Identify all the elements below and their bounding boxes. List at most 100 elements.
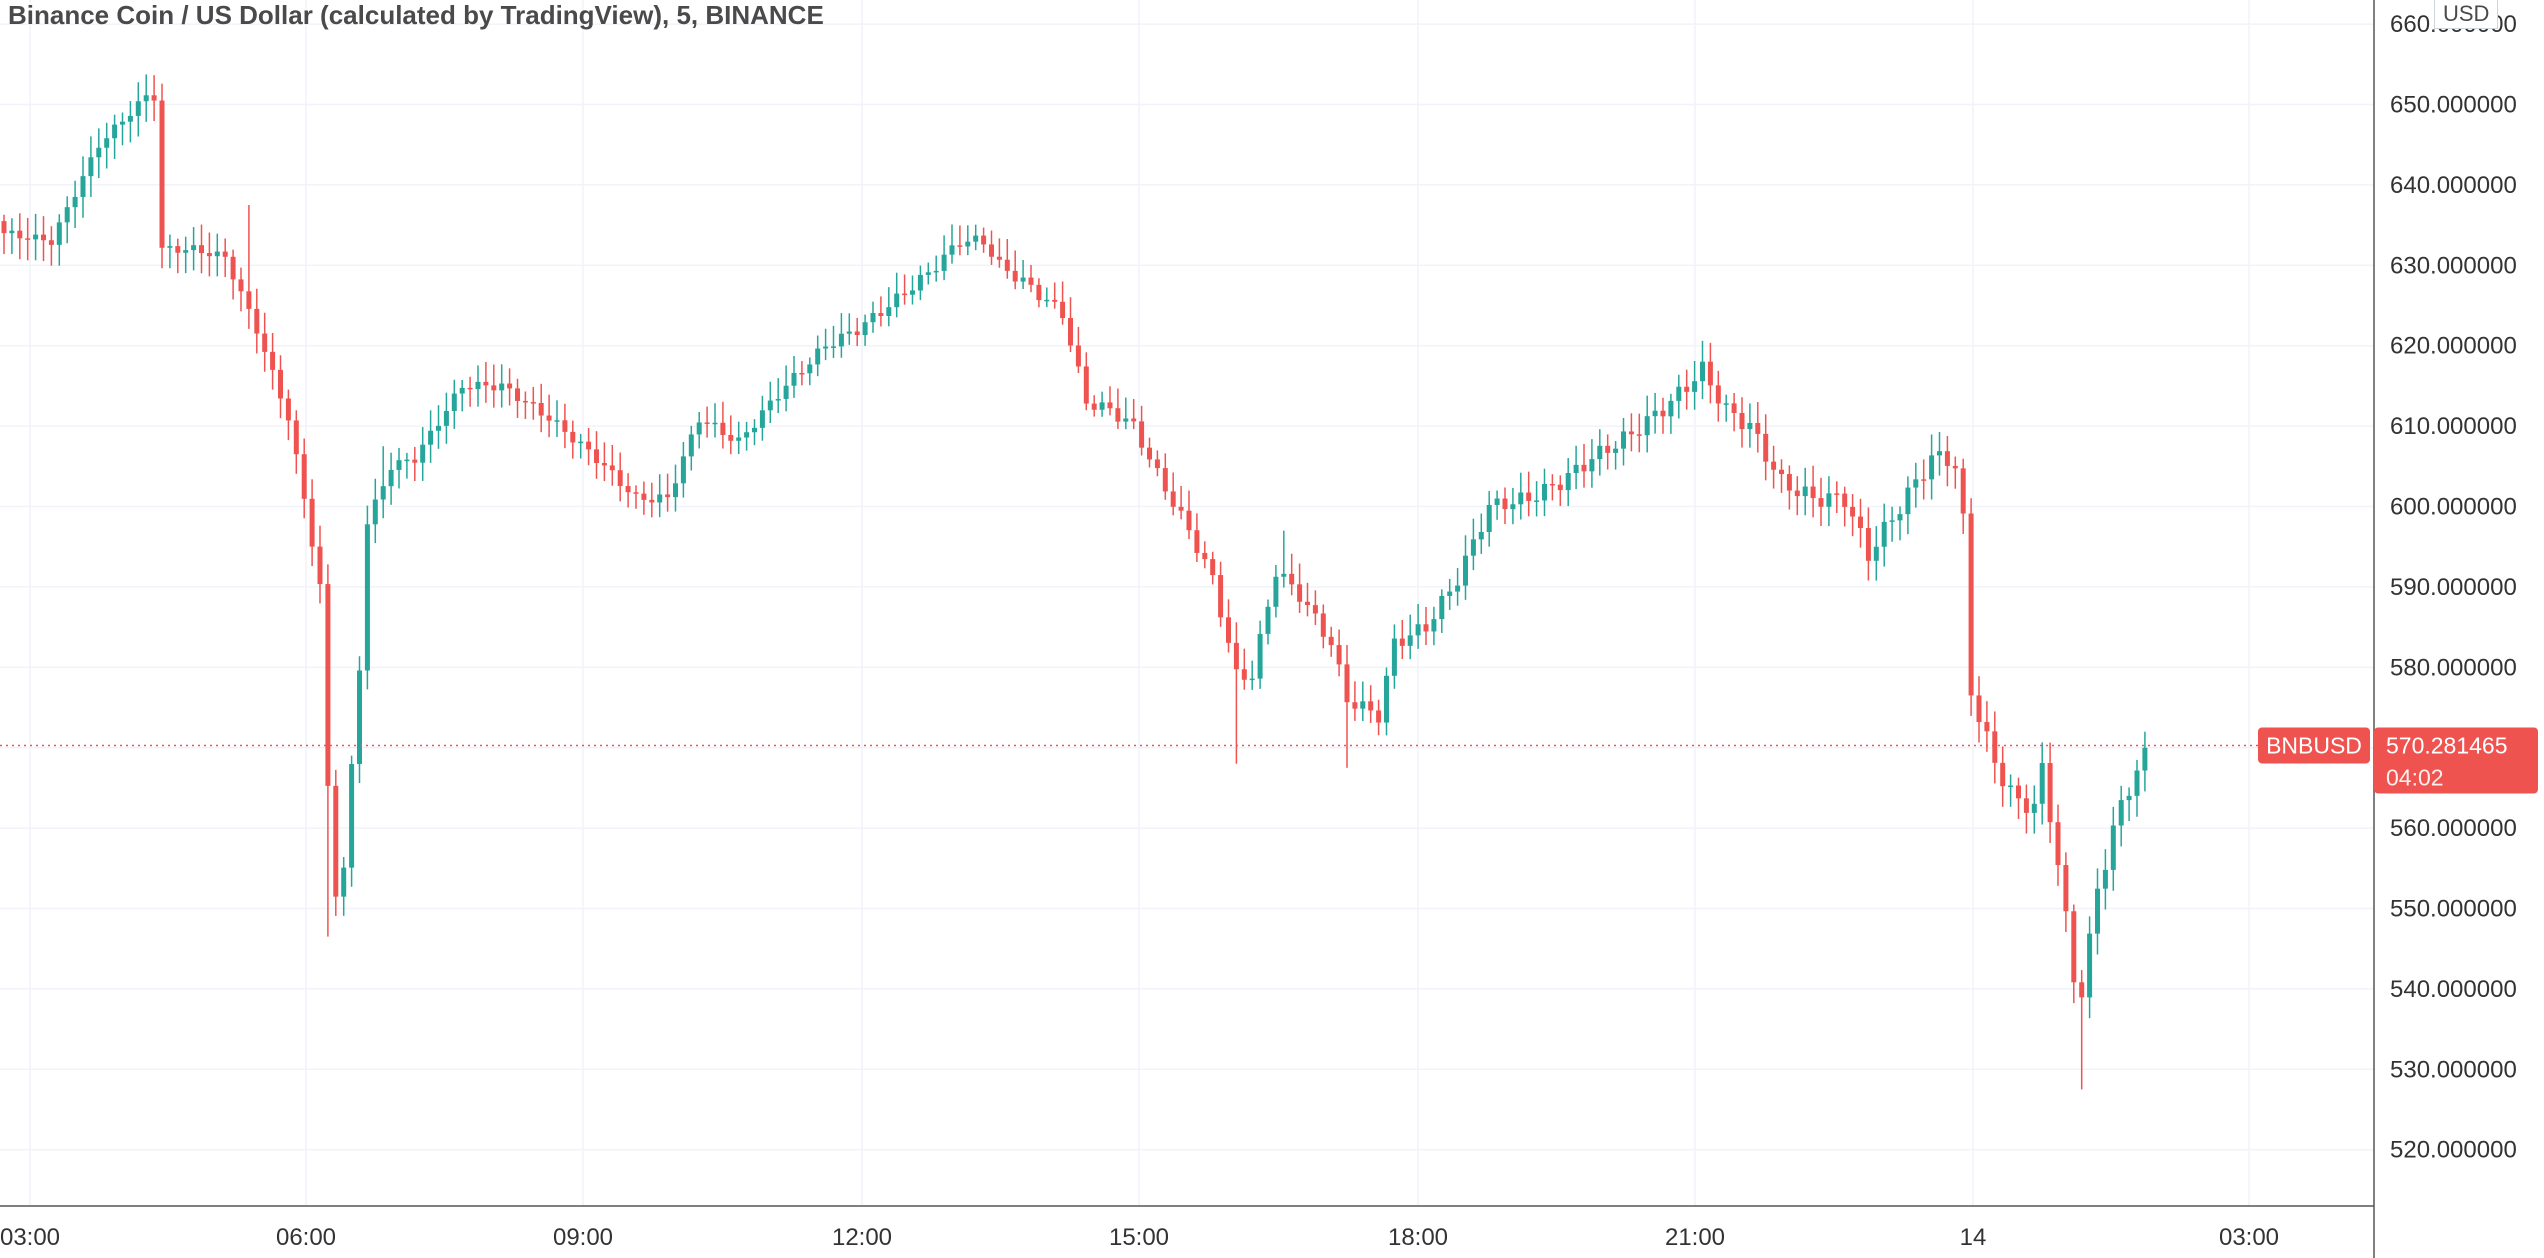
candle-body bbox=[1352, 702, 1358, 709]
candle-body bbox=[48, 240, 54, 245]
candle-body bbox=[2102, 869, 2108, 889]
candle-body bbox=[1952, 465, 1958, 469]
candle-body bbox=[933, 270, 939, 273]
candle-body bbox=[183, 250, 189, 253]
candle-body bbox=[1747, 422, 1753, 430]
candle-body bbox=[1542, 483, 1547, 501]
candle-body bbox=[720, 422, 726, 435]
candle-body bbox=[1415, 624, 1421, 636]
candle-body bbox=[80, 176, 86, 197]
candle-body bbox=[570, 431, 576, 443]
candle-body bbox=[238, 279, 244, 292]
candle-body bbox=[56, 222, 62, 245]
candle-body bbox=[530, 402, 536, 404]
candle-body bbox=[894, 293, 900, 308]
time-axis-tick-label: 14 bbox=[1960, 1224, 1987, 1251]
candle-body bbox=[199, 245, 204, 254]
candle-body bbox=[878, 313, 884, 316]
candle-body bbox=[1399, 638, 1405, 646]
candle-body bbox=[1676, 386, 1682, 401]
candle-body bbox=[886, 307, 892, 316]
candle-body bbox=[2126, 795, 2132, 801]
candle-body bbox=[254, 308, 260, 334]
candle-body bbox=[404, 459, 410, 462]
candle-body bbox=[2031, 803, 2037, 813]
candle-body bbox=[554, 420, 560, 422]
candle-body bbox=[349, 764, 355, 868]
candle-body bbox=[33, 234, 39, 240]
candle-body bbox=[135, 101, 141, 116]
candle-body bbox=[41, 234, 46, 241]
candle-body bbox=[2079, 982, 2085, 998]
candle-body bbox=[641, 493, 647, 500]
candle-body bbox=[815, 348, 821, 365]
candle-body bbox=[278, 369, 283, 399]
candle-body bbox=[799, 372, 805, 375]
candle-body bbox=[475, 381, 481, 390]
candle-body bbox=[1976, 695, 1982, 723]
candle-body bbox=[594, 449, 599, 463]
candle-body bbox=[325, 584, 331, 786]
candle-body bbox=[696, 422, 702, 435]
candle-body bbox=[1455, 585, 1461, 592]
candle-body bbox=[1802, 486, 1808, 497]
candle-body bbox=[1407, 635, 1413, 646]
candle-body bbox=[2071, 911, 2077, 983]
candle-body bbox=[1328, 636, 1334, 646]
candle-body bbox=[285, 398, 291, 421]
candle-body bbox=[1739, 412, 1745, 430]
currency-selector[interactable]: USD bbox=[2434, 0, 2499, 29]
candle-body bbox=[1360, 701, 1366, 709]
candle-body bbox=[1099, 402, 1105, 410]
candle-body bbox=[507, 383, 513, 389]
candle-body bbox=[1549, 483, 1555, 486]
candle-body bbox=[1297, 584, 1303, 602]
time-axis-tick-label: 15:00 bbox=[1109, 1224, 1169, 1251]
candle-body bbox=[2055, 822, 2061, 866]
candle-body bbox=[112, 124, 118, 139]
candle-body bbox=[167, 246, 173, 248]
candle-body bbox=[1305, 601, 1310, 606]
candle-body bbox=[1052, 299, 1058, 302]
candle-body bbox=[775, 398, 781, 401]
time-axis-tick-label: 09:00 bbox=[553, 1224, 613, 1251]
candle-body bbox=[1628, 431, 1634, 435]
candle-body bbox=[1376, 710, 1382, 723]
candle-body bbox=[1557, 484, 1563, 491]
candle-body bbox=[1123, 418, 1129, 422]
candle-body bbox=[1534, 500, 1540, 502]
price-axis-tick-label: 650.000000 bbox=[2390, 92, 2517, 119]
candle-body bbox=[728, 434, 734, 441]
candle-body bbox=[1779, 469, 1784, 475]
candle-body bbox=[2047, 763, 2053, 823]
candle-body bbox=[1423, 624, 1429, 632]
time-axis-tick-label: 03:00 bbox=[2219, 1224, 2279, 1251]
candle-body bbox=[688, 434, 694, 457]
candle-body bbox=[1068, 317, 1073, 346]
candle-body bbox=[88, 157, 94, 177]
candle-body bbox=[515, 388, 520, 401]
candle-body bbox=[1510, 504, 1516, 510]
candle-body bbox=[1660, 410, 1666, 417]
candle-body bbox=[143, 95, 149, 102]
candle-body bbox=[1004, 259, 1010, 271]
price-axis-tick-label: 620.000000 bbox=[2390, 333, 2517, 360]
candle-body bbox=[1202, 552, 1208, 560]
candle-body bbox=[151, 95, 157, 101]
candle-body bbox=[262, 333, 268, 352]
candle-body bbox=[1226, 617, 1231, 643]
candle-body bbox=[941, 254, 947, 271]
candle-body bbox=[1731, 403, 1737, 413]
candle-body bbox=[1075, 345, 1081, 367]
price-axis-tick-label: 610.000000 bbox=[2390, 413, 2517, 440]
candle-body bbox=[1652, 410, 1658, 417]
candle-body bbox=[1494, 498, 1500, 505]
candle-body bbox=[1826, 493, 1832, 507]
candle-body bbox=[996, 256, 1002, 260]
candle-body bbox=[1249, 678, 1255, 681]
candle-body bbox=[1091, 403, 1097, 410]
candle-body bbox=[665, 494, 671, 498]
candle-body bbox=[1921, 479, 1927, 481]
